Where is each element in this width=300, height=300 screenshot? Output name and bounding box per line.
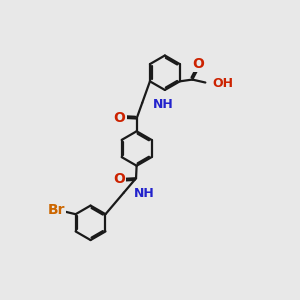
Text: O: O (114, 111, 126, 125)
Text: NH: NH (134, 187, 154, 200)
Text: O: O (193, 56, 205, 70)
Text: NH: NH (153, 98, 173, 111)
Text: Br: Br (48, 203, 65, 217)
Text: OH: OH (213, 77, 234, 90)
Text: O: O (113, 172, 125, 186)
